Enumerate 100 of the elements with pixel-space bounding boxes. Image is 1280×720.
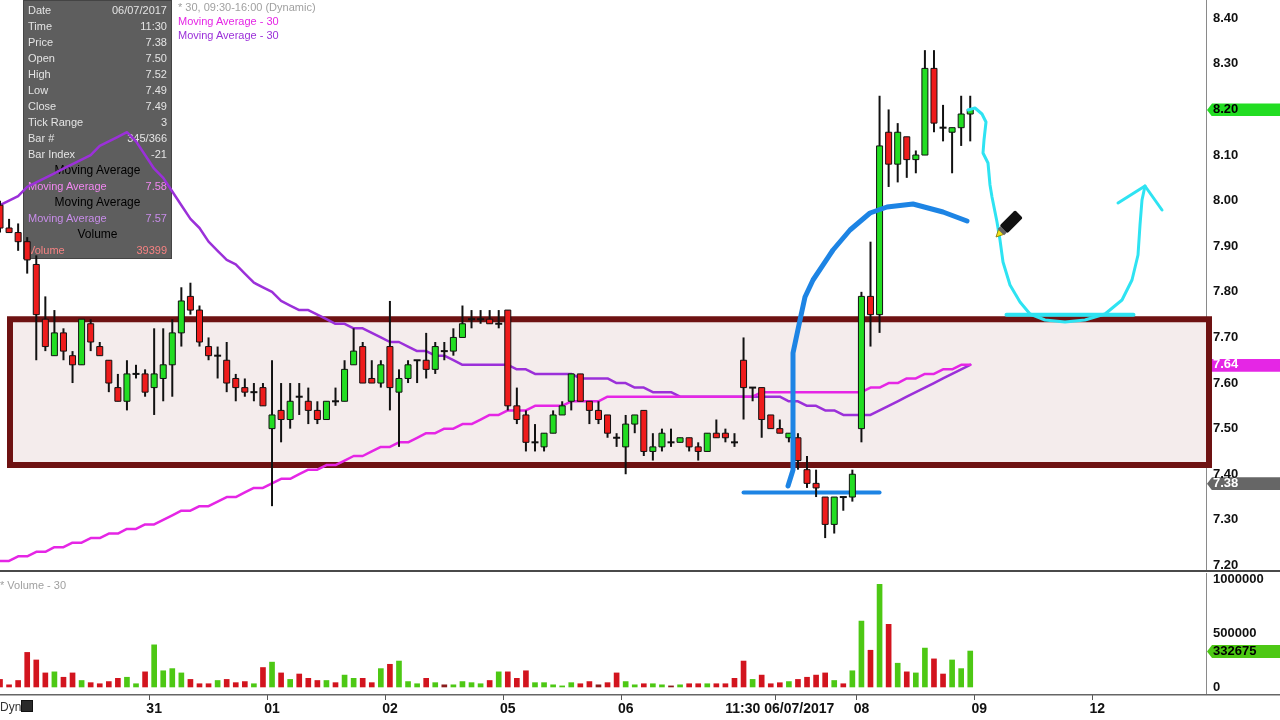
y-tick-label: 7.80 (1213, 283, 1239, 299)
y-tick-label: 7.30 (1213, 511, 1239, 527)
bar (940, 673, 946, 688)
y-tick-label: 7.20 (1213, 557, 1239, 573)
bar (296, 673, 303, 688)
x-tick-label: 01 (264, 700, 281, 717)
y-tick-label: 1000000 (1213, 570, 1264, 586)
bar (913, 672, 919, 688)
y-tick-label: 332675 (1213, 642, 1257, 658)
bar (6, 684, 12, 688)
annotation: 39399 (136, 243, 167, 258)
bar (922, 647, 928, 688)
bar (967, 650, 974, 688)
bar (550, 684, 556, 688)
bar (305, 678, 312, 688)
bar (758, 674, 765, 688)
bar (24, 652, 31, 688)
bar (260, 667, 266, 688)
annotation: Date (28, 3, 52, 18)
candlestick (467, 309, 477, 330)
bar (659, 684, 665, 688)
candlestick (439, 341, 449, 362)
y-tick-label: 7.50 (1213, 420, 1239, 436)
bar (695, 683, 702, 688)
bar (269, 661, 275, 688)
x-tick-label: 31 (146, 700, 163, 717)
annotation: Moving Average (28, 211, 107, 226)
bar (278, 672, 284, 688)
bar (931, 658, 937, 688)
bar (387, 663, 393, 688)
bar (568, 682, 575, 688)
annotation: Open (28, 51, 55, 66)
x-tick-label: 12 (1089, 700, 1106, 717)
candlestick (331, 386, 340, 407)
bar (541, 682, 547, 688)
bar (831, 680, 838, 688)
chart-title: * 30, 09:30-16:00 (Dynamic) (178, 1, 316, 14)
bar (287, 679, 293, 688)
bar (677, 684, 683, 688)
bar (813, 674, 819, 688)
bar (704, 683, 711, 688)
bar (949, 659, 955, 688)
bar (251, 683, 257, 688)
candlestick (294, 382, 304, 416)
annotation: 3 (160, 115, 167, 130)
bar (15, 680, 21, 688)
annotation: Close (28, 99, 57, 114)
annotation: 7.38 (145, 35, 167, 50)
candlestick (249, 382, 259, 403)
y-tick-label: 7.60 (1213, 374, 1239, 390)
candlestick (412, 359, 422, 385)
bar (640, 683, 647, 688)
bar (786, 681, 792, 688)
annotation: Price (28, 35, 54, 50)
annotation: Low (28, 83, 49, 98)
text: Moving Average - 30 (178, 15, 279, 28)
bar (686, 683, 692, 688)
annotation: Tick Range (28, 115, 84, 130)
x-tick-label: 06 (617, 700, 634, 717)
annotation: Moving Average (54, 194, 141, 210)
bar (822, 672, 828, 688)
bar (405, 681, 411, 688)
bar (504, 671, 511, 688)
x-tick-label: 08 (853, 700, 870, 717)
annotation: 7.52 (145, 67, 167, 82)
bar (359, 678, 366, 688)
bar (903, 671, 910, 688)
bar (105, 681, 112, 688)
y-tick-label: 8.00 (1213, 192, 1239, 208)
y-tick-label: 0 (1213, 678, 1221, 694)
bar (205, 683, 212, 688)
y-tick-label: 8.20 (1213, 101, 1239, 117)
y-tick-label: 7.90 (1213, 237, 1239, 253)
bar (523, 670, 529, 688)
bar (595, 684, 602, 688)
text: * Volume - 30 (0, 579, 67, 592)
annotation: 7.58 (145, 179, 167, 194)
bar (414, 683, 420, 688)
bar (396, 660, 402, 688)
annotation: High (28, 67, 51, 82)
bar (115, 678, 121, 688)
bar (514, 678, 520, 688)
y-tick-label: 7.70 (1213, 329, 1239, 345)
bar (169, 668, 176, 688)
y-tick-label: 8.40 (1213, 9, 1239, 25)
bar (840, 683, 847, 688)
bar (96, 683, 103, 688)
y-tick-label: 8.10 (1213, 146, 1239, 162)
bar (232, 682, 239, 688)
annotation: 7.49 (145, 83, 167, 98)
bar (650, 683, 656, 688)
bar (223, 679, 230, 688)
bar (196, 683, 203, 688)
bar (133, 683, 139, 688)
candlestick (213, 345, 223, 380)
bar (795, 679, 801, 688)
annotation: 7.50 (145, 51, 167, 66)
bar (142, 671, 148, 688)
bar (722, 683, 729, 688)
x-tick-label: 05 (500, 700, 516, 717)
